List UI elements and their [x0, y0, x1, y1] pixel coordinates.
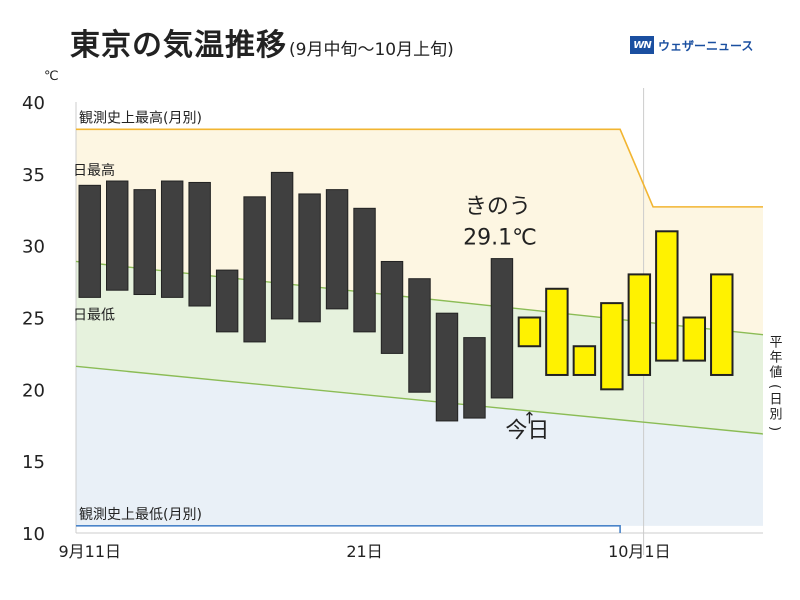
- normal-label-char: (: [767, 384, 782, 389]
- record-high-label: 観測史上最高(月別): [79, 109, 202, 126]
- observed-temp-bar: [78, 184, 101, 298]
- forecast-temp-bar: [517, 316, 542, 348]
- normal-label-char: 日: [769, 393, 782, 408]
- forecast-temp-bar: [545, 287, 569, 376]
- y-unit-label: ℃: [44, 69, 59, 84]
- observed-temp-bar: [490, 258, 514, 399]
- normal-low-line: [75, 365, 764, 435]
- observed-temp-bar: [325, 189, 349, 310]
- record-low-line: [76, 525, 621, 533]
- normal-label-char: 別: [769, 408, 782, 423]
- observed-temp-bar: [298, 193, 321, 323]
- observed-temp-bar: [435, 312, 459, 422]
- y-tick-label: 40: [22, 93, 45, 114]
- chart-title: 東京の気温推移 (9月中旬〜10月上旬): [70, 20, 454, 64]
- normal-high-label: 日最高: [73, 162, 115, 179]
- observed-temp-bar: [380, 260, 404, 354]
- y-tick-label: 35: [22, 165, 45, 186]
- y-tick-label: 15: [22, 452, 45, 473]
- observed-temp-bar: [463, 337, 486, 419]
- observed-temp-bar: [270, 171, 294, 320]
- weathernews-logo-icon: WN: [630, 36, 654, 54]
- x-tick-label: 21日: [346, 542, 382, 561]
- x-tick-label: 9月11日: [58, 542, 121, 561]
- observed-temp-bar: [106, 180, 129, 291]
- observed-temp-bar: [133, 189, 156, 296]
- normal-label-char: 値: [769, 365, 782, 381]
- normal-low-label: 日最低: [73, 308, 115, 324]
- normal-label-char: 平: [769, 336, 782, 351]
- today-arrow-icon: ↑: [523, 409, 536, 428]
- brand: WN ウェザーニュース: [630, 36, 753, 54]
- annotation-yesterday-label: きのう: [465, 195, 531, 220]
- observed-temp-bar: [215, 269, 239, 333]
- observed-temp-bar: [160, 180, 184, 298]
- y-tick-label: 20: [22, 380, 45, 401]
- y-tick-label: 25: [22, 309, 45, 330]
- observed-temp-bar: [353, 207, 376, 333]
- forecast-temp-bar: [600, 302, 624, 391]
- y-tick-label: 30: [22, 237, 45, 258]
- forecast-temp-bar: [710, 273, 734, 376]
- annotation-today-label: 今日: [505, 418, 549, 443]
- observed-temp-bar: [408, 278, 431, 393]
- forecast-temp-bar: [655, 230, 679, 362]
- normal-label-char: 年: [769, 351, 782, 366]
- forecast-temp-bar: [572, 345, 597, 376]
- observed-temp-bar: [243, 196, 266, 343]
- record-low-label: 観測史上最低(月別): [79, 506, 202, 523]
- annotation-value-label: 29.1℃: [463, 226, 537, 251]
- normal-label-char: ): [767, 426, 782, 431]
- forecast-temp-bar: [627, 273, 652, 376]
- y-tick-label: 10: [22, 524, 45, 545]
- observed-temp-bar: [188, 181, 211, 307]
- record-high-line: [76, 128, 763, 208]
- zone-cold: [76, 366, 763, 526]
- chart-title-sub: (9月中旬〜10月上旬): [289, 40, 454, 60]
- chart-title-main: 東京の気温推移: [70, 28, 287, 63]
- x-tick-label: 10月1日: [608, 542, 671, 561]
- forecast-temp-bar: [682, 316, 707, 362]
- zone-hot: [76, 129, 763, 335]
- brand-name: ウェザーニュース: [658, 38, 754, 53]
